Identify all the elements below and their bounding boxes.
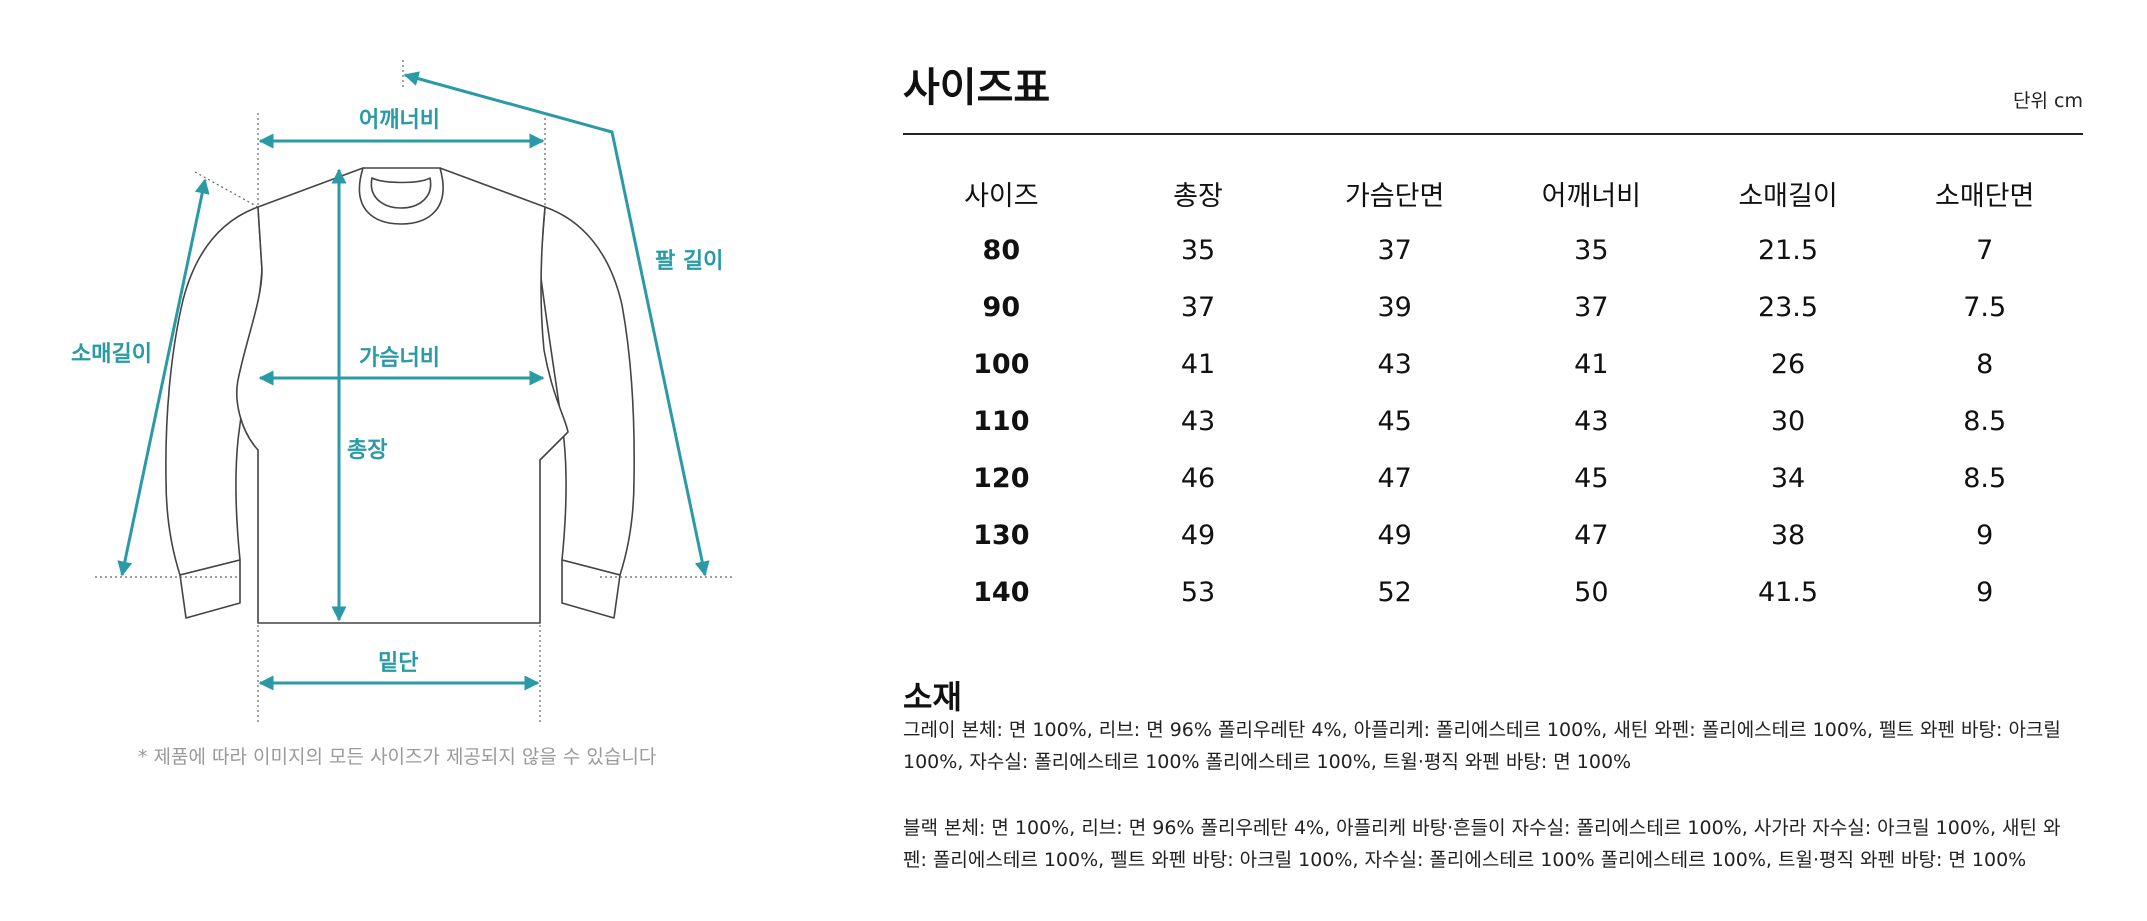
size-cell: 120: [973, 463, 1030, 494]
table-cell: 8: [1976, 349, 1994, 380]
table-cell: 46: [1180, 463, 1216, 494]
hem-label: 밑단: [378, 651, 419, 676]
header-cell: 어깨너비: [1541, 181, 1642, 212]
table-row: 120 46 47 45 34 8.5: [903, 450, 2083, 507]
table-cell: 21.5: [1757, 235, 1819, 266]
size-cell: 90: [982, 292, 1021, 323]
table-cell: 26: [1770, 349, 1806, 380]
table-cell: 37: [1574, 292, 1609, 323]
table-cell: 43: [1377, 349, 1412, 380]
table-cell: 37: [1180, 292, 1216, 323]
sleeve-length-label: 소매길이: [71, 342, 152, 367]
table-cell: 52: [1377, 577, 1412, 608]
table-cell: 45: [1377, 406, 1412, 437]
table-cell: 50: [1574, 577, 1609, 608]
table-cell: 37: [1377, 235, 1412, 266]
total-length-label: 총장: [347, 438, 388, 463]
header-cell: 사이즈: [964, 181, 1039, 212]
materials-gray-text: 그레이 본체: 면 100%, 리브: 면 96% 폴리우레탄 4%, 아플리케…: [903, 719, 2061, 773]
header-cell: 소매단면: [1935, 181, 2035, 212]
dimension-arrows: [117, 71, 710, 691]
table-cell: 53: [1180, 577, 1216, 608]
header-cell: 가슴단면: [1344, 181, 1445, 212]
table-cell: 8.5: [1963, 406, 2007, 437]
table-cell: 49: [1180, 520, 1216, 551]
table-row: 90 37 39 37 23.5 7.5: [903, 279, 2083, 336]
table-cell: 7.5: [1963, 292, 2007, 323]
table-row: 110 43 45 43 30 8.5: [903, 393, 2083, 450]
table-cell: 47: [1377, 463, 1412, 494]
sweatshirt-illustration: [95, 60, 735, 725]
table-cell: 23.5: [1757, 292, 1819, 323]
title-divider: [903, 133, 2083, 135]
table-cell: 9: [1976, 520, 1994, 551]
table-cell: 41.5: [1757, 577, 1819, 608]
size-cell: 100: [973, 349, 1030, 380]
table-cell: 47: [1574, 520, 1609, 551]
shoulder-label: 어깨너비: [359, 108, 440, 133]
table-cell: 45: [1574, 463, 1609, 494]
table-cell: 49: [1377, 520, 1412, 551]
table-cell: 43: [1574, 406, 1609, 437]
table-cell: 9: [1976, 577, 1994, 608]
garment-outline: [165, 167, 635, 624]
header-cell: 총장: [1173, 181, 1223, 212]
table-row: 140 53 52 50 41.5 9: [903, 564, 2083, 621]
diagram-note: * 제품에 따라 이미지의 모든 사이즈가 제공되지 않을 수 있습니다: [138, 746, 657, 768]
header-cell: 소매길이: [1738, 181, 1838, 212]
size-cell: 110: [973, 406, 1030, 437]
unit-label: 단위 cm: [2013, 90, 2083, 112]
table-cell: 30: [1770, 406, 1806, 437]
materials-black-text: 블랙 본체: 면 100%, 리브: 면 96% 폴리우레탄 4%, 아플리케 …: [903, 817, 2061, 871]
size-table: 사이즈 총장 가슴단면 어깨너비 소매길이 소매단면 80 35 37 35 2…: [903, 165, 2083, 621]
table-header-row: 사이즈 총장 가슴단면 어깨너비 소매길이 소매단면: [903, 165, 2083, 222]
table-cell: 43: [1180, 406, 1216, 437]
size-cell: 80: [982, 235, 1021, 266]
size-cell: 130: [973, 520, 1030, 551]
sleeve-length-arrow: [117, 178, 210, 577]
table-row: 130 49 49 47 38 9: [903, 507, 2083, 564]
table-cell: 38: [1770, 520, 1806, 551]
table-cell: 8.5: [1963, 463, 2007, 494]
chest-label: 가슴너비: [359, 346, 440, 371]
size-chart-title: 사이즈표: [903, 65, 1051, 111]
table-cell: 34: [1770, 463, 1806, 494]
table-cell: 41: [1180, 349, 1216, 380]
size-cell: 140: [973, 577, 1030, 608]
table-row: 80 35 37 35 21.5 7: [903, 222, 2083, 279]
arm-length-label: 팔 길이: [655, 249, 724, 274]
materials-title: 소재: [903, 678, 962, 716]
table-cell: 41: [1574, 349, 1609, 380]
table-cell: 35: [1574, 235, 1609, 266]
size-diagram: 어깨너비 팔 길이 소매길이 가슴너비 총장 밑단 * 제품에 따라 이미지의 …: [0, 0, 860, 921]
table-cell: 7: [1976, 235, 1994, 266]
table-cell: 39: [1377, 292, 1412, 323]
table-cell: 35: [1180, 235, 1216, 266]
table-row: 100 41 43 41 26 8: [903, 336, 2083, 393]
arm-length-arrow: [403, 71, 710, 577]
